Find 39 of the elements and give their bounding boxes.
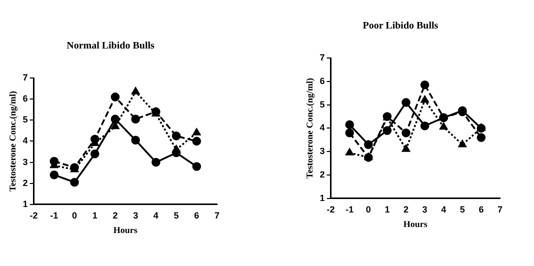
x-tick-label: -1 [50, 210, 58, 220]
x-tick-label: -2 [326, 204, 335, 214]
x-tick-label: 1 [92, 210, 98, 220]
x-tick-label: -2 [30, 210, 38, 220]
y-tick-label: 4 [22, 136, 28, 146]
y-tick-label: 3 [320, 146, 325, 156]
x-tick-label: 0 [72, 210, 78, 220]
x-tick-label: 6 [194, 210, 200, 220]
x-tick-label: 2 [112, 210, 118, 220]
x-tick-label: 4 [441, 204, 446, 214]
y-tick-label: 6 [22, 94, 28, 104]
chart-title: Normal Libido Bulls [66, 40, 154, 52]
y-tick-label: 2 [320, 169, 325, 180]
x-tick-label: 7 [497, 204, 503, 214]
x-tick-label: 1 [384, 204, 390, 214]
y-tick-label: 6 [320, 76, 325, 86]
y-tick-label: 7 [320, 52, 325, 62]
x-tick-label: 3 [422, 204, 428, 214]
y-tick-label: 7 [22, 72, 28, 82]
y-tick-label: 2 [22, 178, 28, 188]
x-axis-title: Hours [403, 218, 428, 229]
x-axis-title: Hours [113, 224, 138, 235]
x-tick-label: 0 [366, 204, 371, 214]
x-tick-label: 2 [403, 204, 409, 214]
x-tick-label: 6 [478, 204, 484, 214]
y-tick-label: 3 [22, 156, 28, 167]
y-tick-label: 5 [320, 99, 325, 110]
x-tick-label: 5 [460, 204, 465, 214]
chart-title: Poor Libido Bulls [362, 20, 438, 32]
y-tick-label: 5 [22, 114, 28, 125]
y-tick-label: 1 [320, 192, 325, 203]
x-tick-label: 7 [214, 210, 220, 220]
y-tick-label: 4 [320, 122, 325, 133]
x-tick-label: -1 [346, 204, 354, 214]
y-axis-title: Testosterone Conc.(ng/ml) [8, 90, 18, 192]
x-tick-label: 5 [174, 210, 179, 220]
x-tick-label: 4 [153, 210, 158, 220]
x-tick-label: 3 [133, 210, 138, 220]
y-axis-title: Testosterone Conc.(ng/ml) [304, 78, 315, 178]
